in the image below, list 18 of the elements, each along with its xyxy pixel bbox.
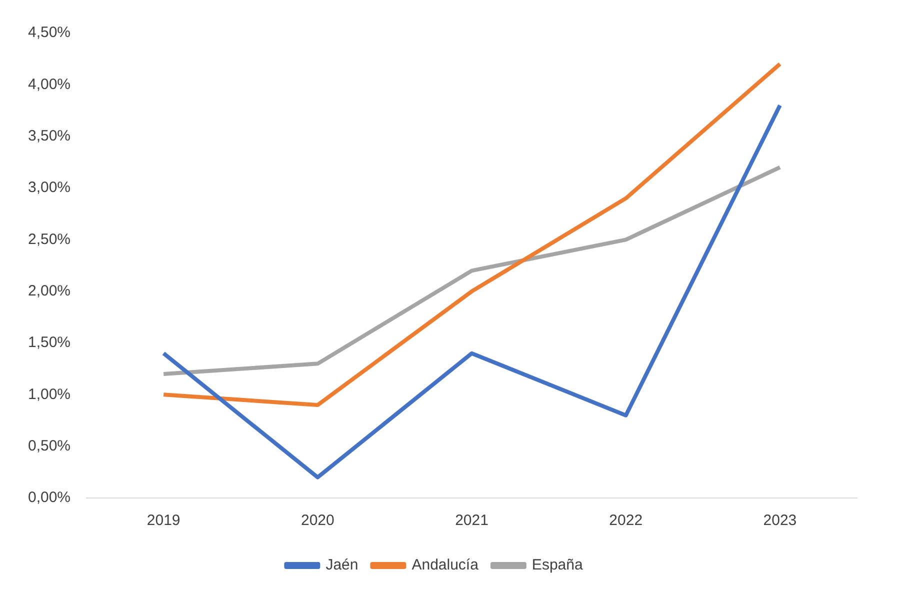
y-tick-label: 0,00% [28,489,71,506]
y-tick-label: 4,00% [28,76,71,93]
x-tick-label: 2022 [609,512,643,530]
y-tick-label: 0,50% [28,437,71,454]
legend-label: Jaén [326,556,358,574]
x-tick-label: 2020 [300,512,334,530]
y-tick-label: 2,00% [28,282,71,300]
y-tick-label: 3,50% [28,127,71,144]
y-tick-label: 4,50% [28,24,71,42]
x-tick-label: 2023 [763,512,797,530]
y-tick-label: 1,00% [28,386,71,403]
y-tick-label: 3,00% [28,179,71,196]
x-tick-label: 2019 [146,512,180,530]
y-tick-label: 2,50% [28,230,71,248]
x-tick-label: 2021 [455,512,488,530]
y-tick-label: 1,50% [28,334,71,352]
legend-label: Andalucía [412,556,480,574]
legend-label: España [532,556,584,574]
